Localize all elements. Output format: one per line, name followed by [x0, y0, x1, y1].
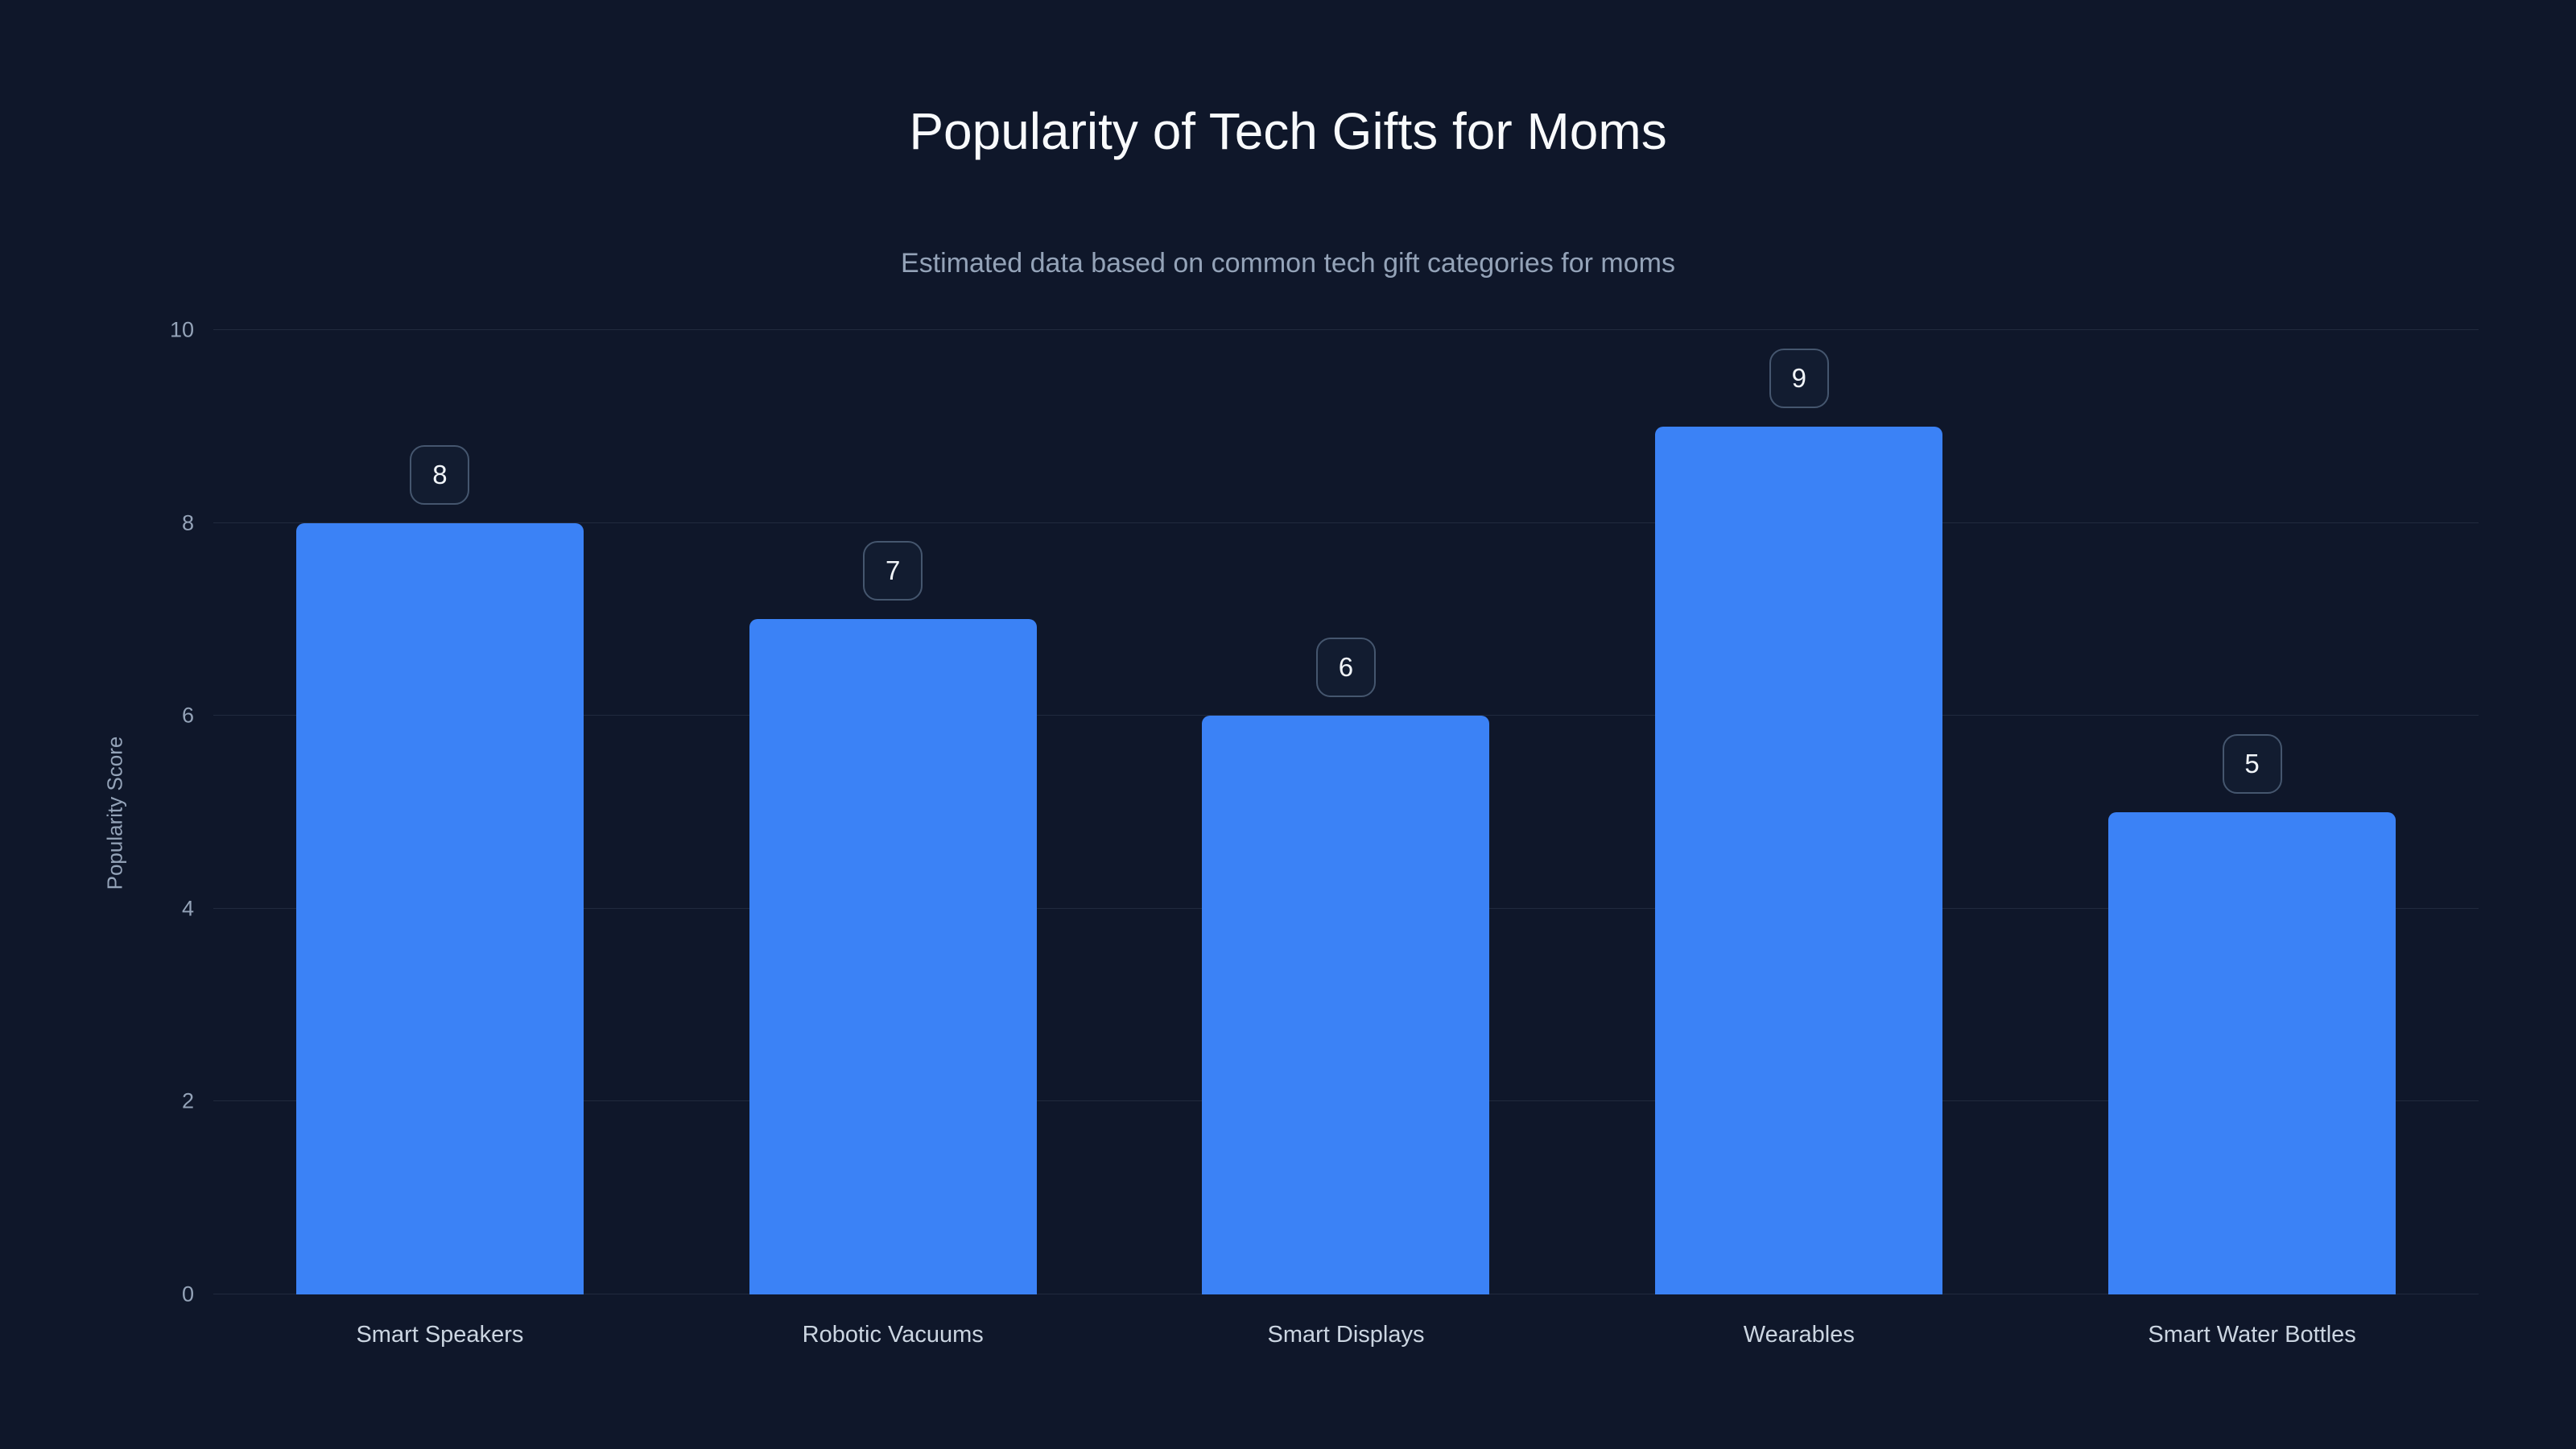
- bars-group: 8 7 6 9 5: [213, 330, 2479, 1294]
- value-label: 6: [1315, 638, 1376, 698]
- y-tick-label: 2: [181, 1088, 194, 1113]
- x-axis-label: Smart Speakers: [356, 1322, 524, 1348]
- y-axis-title: Popularity Score: [102, 736, 127, 890]
- y-tick-label: 10: [169, 317, 194, 342]
- bar: [1655, 426, 1943, 1294]
- y-tick-label: 4: [181, 896, 194, 921]
- bar-column: 7: [667, 330, 1120, 1294]
- gridline: [213, 522, 2479, 523]
- x-axis-label: Wearables: [1743, 1322, 1855, 1348]
- gridline: [213, 329, 2479, 330]
- x-axis-label: Smart Displays: [1267, 1322, 1425, 1348]
- bar: [295, 522, 584, 1294]
- value-label: 9: [1769, 348, 1829, 408]
- chart-title: Popularity of Tech Gifts for Moms: [909, 102, 1667, 160]
- value-label: 7: [863, 541, 923, 601]
- gridline: [213, 715, 2479, 716]
- chart-subtitle: Estimated data based on common tech gift…: [901, 248, 1675, 279]
- value-label: 5: [2222, 734, 2282, 794]
- y-tick-label: 0: [181, 1282, 194, 1307]
- bar-column: 5: [2025, 330, 2479, 1294]
- bar: [2108, 812, 2396, 1294]
- x-axis-labels: Smart Speakers Robotic Vacuums Smart Displ…: [213, 1322, 2479, 1348]
- bar: [1202, 716, 1490, 1294]
- y-tick-label: 6: [181, 703, 194, 728]
- x-axis-label: Robotic Vacuums: [802, 1322, 984, 1348]
- bar-column: 9: [1572, 330, 2025, 1294]
- bar-column: 8: [213, 330, 667, 1294]
- plot-area: 8 7 6 9 5 0 2 4 6 8 10: [170, 319, 2479, 1305]
- bar: [749, 619, 1037, 1294]
- bar-column: 6: [1120, 330, 1573, 1294]
- value-label: 8: [410, 444, 470, 505]
- x-axis-label: Smart Water Bottles: [2148, 1322, 2356, 1348]
- y-tick-label: 8: [181, 510, 194, 535]
